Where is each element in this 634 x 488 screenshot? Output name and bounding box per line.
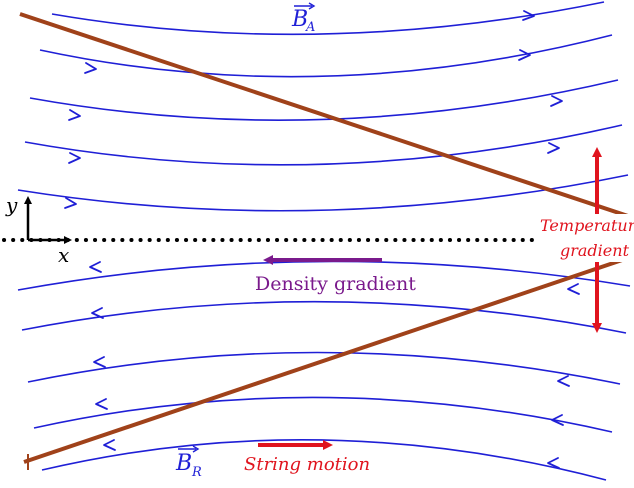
field-line-lower — [41, 439, 607, 481]
arrow-upper — [84, 62, 97, 74]
field-line-upper — [39, 34, 613, 78]
arrow-upper — [518, 49, 531, 61]
field-line-upper — [24, 124, 623, 166]
arrow-lower — [103, 439, 116, 451]
lower-field-lines — [17, 260, 631, 481]
temperature-gradient-label-line2: gradient — [560, 241, 630, 260]
field-line-lower — [21, 300, 627, 334]
arrow-upper — [68, 109, 81, 121]
arrow-upper — [64, 197, 77, 209]
field-label-upper-subscript: A — [305, 20, 315, 35]
arrow-upper — [547, 142, 560, 154]
arrow-lower — [95, 398, 108, 410]
arrow-lower — [567, 283, 580, 295]
field-line-lower — [27, 351, 621, 385]
arrow-lower — [93, 356, 106, 368]
vector-arrowhead-lower — [192, 445, 200, 453]
field-line-upper — [51, 1, 605, 36]
upper-arrowheads — [64, 10, 563, 209]
field-label-upper: B A — [291, 2, 316, 35]
field-label-upper-symbol: B — [291, 7, 308, 32]
arrow-upper — [522, 10, 535, 21]
field-label-lower: B R — [175, 445, 202, 480]
field-label-lower-subscript: R — [191, 465, 202, 480]
arrow-lower — [547, 457, 560, 469]
vector-arrowhead-upper — [308, 2, 316, 10]
upper-field-lines — [17, 1, 629, 212]
arrow-lower — [91, 307, 104, 319]
field-line-upper — [29, 79, 619, 121]
lower-arrowheads — [89, 261, 580, 469]
arrow-lower — [89, 261, 102, 273]
field-label-lower-symbol: B — [175, 451, 192, 476]
temperature-label-backdrop — [536, 214, 634, 262]
field-line-lower — [33, 396, 613, 433]
upper-string — [19, 12, 634, 220]
arrow-upper — [68, 152, 81, 164]
y-axis-label: y — [5, 193, 18, 217]
lower-string — [23, 254, 634, 464]
x-axis-label: x — [58, 243, 69, 267]
string-motion-label: String motion — [244, 454, 370, 475]
axes-indicator: y x — [5, 193, 72, 267]
temperature-gradient-label-line1: Temperature — [540, 216, 634, 235]
field-line-upper — [17, 174, 629, 212]
arrow-lower — [551, 414, 564, 426]
arrow-upper — [550, 95, 563, 107]
density-gradient-label: Density gradient — [255, 273, 416, 295]
arrow-lower — [557, 375, 570, 387]
